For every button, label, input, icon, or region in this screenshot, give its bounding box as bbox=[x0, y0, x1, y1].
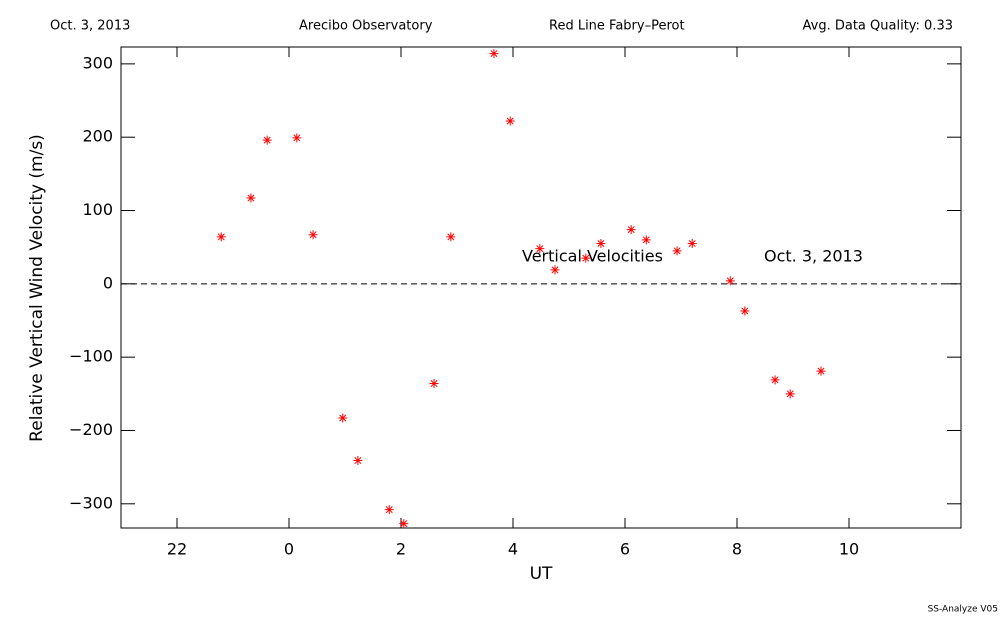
point bbox=[550, 265, 560, 275]
point-glyph bbox=[489, 49, 499, 59]
y-tick-label: −100 bbox=[69, 347, 113, 366]
annotation: Oct. 3, 2013 bbox=[764, 247, 863, 266]
point-glyph bbox=[308, 230, 318, 240]
footer: SS-Analyze V05 bbox=[928, 605, 998, 615]
y-tick-label: 200 bbox=[82, 127, 113, 146]
point-glyph bbox=[338, 413, 348, 423]
point bbox=[725, 276, 735, 286]
point-glyph bbox=[816, 366, 826, 376]
point bbox=[740, 306, 750, 316]
point-glyph bbox=[384, 505, 394, 515]
point bbox=[672, 246, 682, 256]
header-date: Oct. 3, 2013 bbox=[50, 19, 130, 34]
point-glyph bbox=[740, 306, 750, 316]
x-tick-label: 2 bbox=[396, 540, 406, 559]
y-tick-label: −300 bbox=[69, 493, 113, 512]
annotation: Vertical Velocities bbox=[522, 247, 663, 266]
point-glyph bbox=[770, 375, 780, 385]
point bbox=[489, 49, 499, 59]
point bbox=[641, 235, 651, 245]
x-tick-label: 6 bbox=[620, 540, 630, 559]
point bbox=[446, 232, 456, 242]
y-tick-label: 0 bbox=[103, 273, 113, 292]
point-glyph bbox=[353, 456, 363, 466]
point-glyph bbox=[399, 519, 409, 529]
y-tick-label: −200 bbox=[69, 420, 113, 439]
point-glyph bbox=[505, 116, 515, 126]
point-glyph bbox=[725, 276, 735, 286]
point bbox=[785, 389, 795, 399]
point bbox=[687, 239, 697, 249]
point-glyph bbox=[581, 253, 591, 263]
point-glyph bbox=[292, 133, 302, 143]
x-tick-label: 4 bbox=[508, 540, 518, 559]
x-tick-label: 10 bbox=[839, 540, 859, 559]
point-glyph bbox=[596, 239, 606, 249]
x-tick-label: 0 bbox=[284, 540, 294, 559]
point-glyph bbox=[641, 235, 651, 245]
header-site: Arecibo Observatory bbox=[299, 19, 433, 34]
point-glyph bbox=[785, 389, 795, 399]
point bbox=[429, 379, 439, 389]
point bbox=[216, 232, 226, 242]
plot-frame bbox=[120, 46, 962, 529]
y-axis-label: Relative Vertical Wind Velocity (m/s) bbox=[27, 134, 47, 442]
point-glyph bbox=[446, 232, 456, 242]
header-quality: Avg. Data Quality: 0.33 bbox=[803, 19, 953, 34]
point bbox=[292, 133, 302, 143]
point bbox=[581, 253, 591, 263]
point bbox=[308, 230, 318, 240]
point-glyph bbox=[262, 135, 272, 145]
point-glyph bbox=[550, 265, 560, 275]
point bbox=[596, 239, 606, 249]
point bbox=[626, 225, 636, 235]
point-glyph bbox=[429, 379, 439, 389]
point bbox=[399, 519, 409, 529]
point-glyph bbox=[535, 244, 545, 254]
point bbox=[816, 366, 826, 376]
point bbox=[505, 116, 515, 126]
header-instrument: Red Line Fabry–Perot bbox=[549, 19, 685, 34]
x-tick-label: 22 bbox=[167, 540, 187, 559]
point-glyph bbox=[687, 239, 697, 249]
point bbox=[384, 505, 394, 515]
y-tick-label: 100 bbox=[82, 200, 113, 219]
point bbox=[262, 135, 272, 145]
point-glyph bbox=[626, 225, 636, 235]
point bbox=[246, 193, 256, 203]
point bbox=[535, 244, 545, 254]
point bbox=[338, 413, 348, 423]
point-glyph bbox=[216, 232, 226, 242]
point-glyph bbox=[672, 246, 682, 256]
point bbox=[353, 456, 363, 466]
y-tick-label: 300 bbox=[82, 53, 113, 72]
x-axis-label: UT bbox=[530, 564, 553, 584]
point bbox=[770, 375, 780, 385]
x-tick-label: 8 bbox=[732, 540, 742, 559]
point-glyph bbox=[246, 193, 256, 203]
